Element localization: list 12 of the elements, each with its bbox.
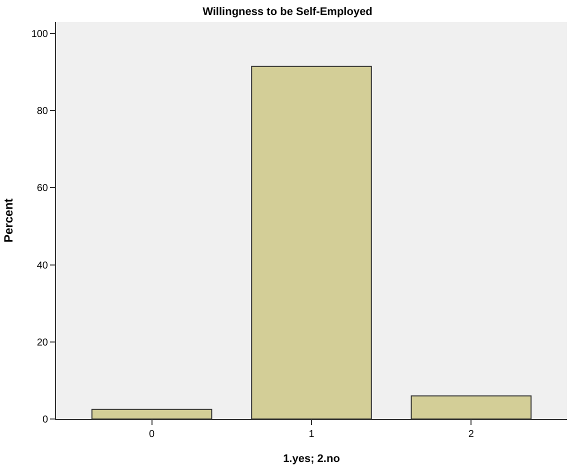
chart-title: Willingness to be Self-Employed: [202, 6, 372, 18]
y-tick-label: 100: [31, 29, 48, 40]
x-tick-label: 0: [149, 429, 156, 440]
y-axis-title: Percent: [2, 198, 16, 243]
x-tick-label: 2: [468, 429, 474, 440]
y-tick-label: 80: [36, 106, 48, 118]
y-tick-label: 0: [42, 414, 48, 426]
x-tick-label: 1: [308, 429, 315, 440]
x-axis-title: 1.yes; 2.no: [283, 453, 340, 466]
y-tick-label: 20: [36, 337, 48, 348]
y-tick-label: 60: [36, 183, 48, 194]
y-tick-label: 40: [36, 260, 48, 272]
